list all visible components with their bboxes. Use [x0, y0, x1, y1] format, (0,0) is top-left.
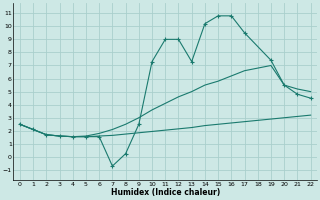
- X-axis label: Humidex (Indice chaleur): Humidex (Indice chaleur): [111, 188, 220, 197]
